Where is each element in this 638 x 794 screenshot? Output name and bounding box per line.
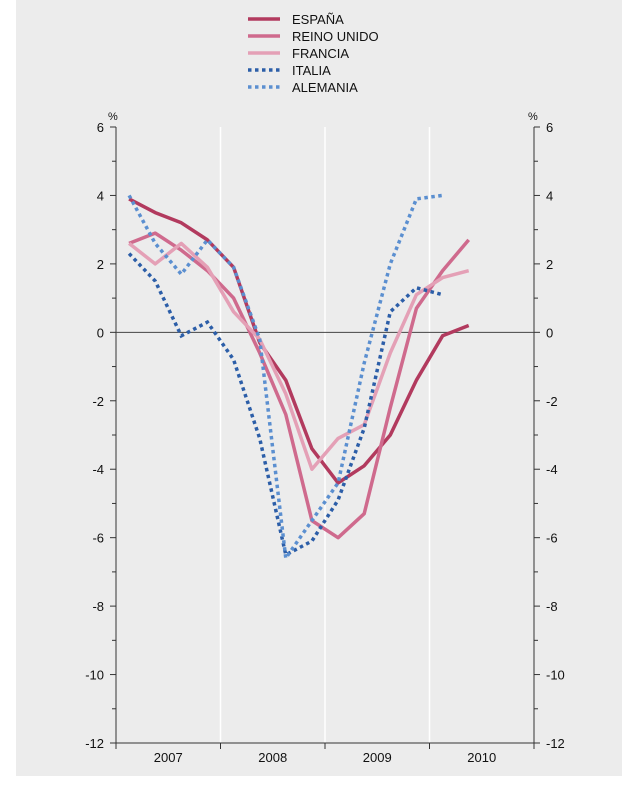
y-tick-label-left: -2 <box>92 394 104 409</box>
right-unit-label: % <box>528 111 538 123</box>
legend-label: ALEMANIA <box>292 80 358 95</box>
series-line-reino-unido <box>128 231 471 540</box>
series-line-francia <box>128 241 470 471</box>
y-tick-label-right: -8 <box>546 599 558 614</box>
x-tick-label: 2009 <box>363 750 392 765</box>
y-tick-label-left: -4 <box>92 462 104 477</box>
x-tick-label: 2008 <box>258 750 287 765</box>
series-line-españa <box>128 197 470 485</box>
y-tick-label-right: 0 <box>546 325 553 340</box>
series-line-italia <box>127 252 444 558</box>
legend-label: ESPAÑA <box>292 12 344 27</box>
y-tick-label-right: -10 <box>546 668 565 683</box>
legend-label: ITALIA <box>292 63 331 78</box>
chart-panel: ESPAÑA REINO UNIDO FRANCIA ITALIA ALEMANIA 6… <box>16 0 622 776</box>
x-tick-label: 2007 <box>154 750 183 765</box>
legend: ESPAÑA REINO UNIDO FRANCIA ITALIA ALEMANIA <box>248 12 379 95</box>
y-tick-label-left: 2 <box>97 257 104 272</box>
y-tick-label-right: 4 <box>546 188 553 203</box>
y-tick-label-right: -6 <box>546 531 558 546</box>
x-tick-label: 2010 <box>467 750 496 765</box>
line-chart: ESPAÑA REINO UNIDO FRANCIA ITALIA ALEMANIA 6… <box>85 12 565 765</box>
y-tick-label-left: -12 <box>85 736 104 751</box>
y-tick-label-left: -8 <box>92 599 104 614</box>
legend-label: REINO UNIDO <box>292 29 379 44</box>
legend-label: FRANCIA <box>292 46 349 61</box>
left-unit-label: % <box>108 111 118 123</box>
y-tick-label-right: 6 <box>546 120 553 135</box>
y-tick-label-left: 0 <box>97 325 104 340</box>
y-tick-label-right: -12 <box>546 736 565 751</box>
plot-area <box>219 127 431 743</box>
y-tick-label-left: 4 <box>97 188 104 203</box>
y-tick-label-left: 6 <box>97 120 104 135</box>
y-tick-label-right: -2 <box>546 394 558 409</box>
y-tick-label-left: -10 <box>85 668 104 683</box>
series-line-alemania <box>127 193 443 563</box>
y-tick-label-right: 2 <box>546 257 553 272</box>
series-lines <box>127 193 471 563</box>
y-tick-label-left: -6 <box>92 531 104 546</box>
y-tick-label-right: -4 <box>546 462 558 477</box>
axes: 6 6 4 4 2 2 0 0 -2 -2 -4 -4 -6 -6 -8 -8 -10 -10 -12 -12 2007… <box>85 120 565 765</box>
